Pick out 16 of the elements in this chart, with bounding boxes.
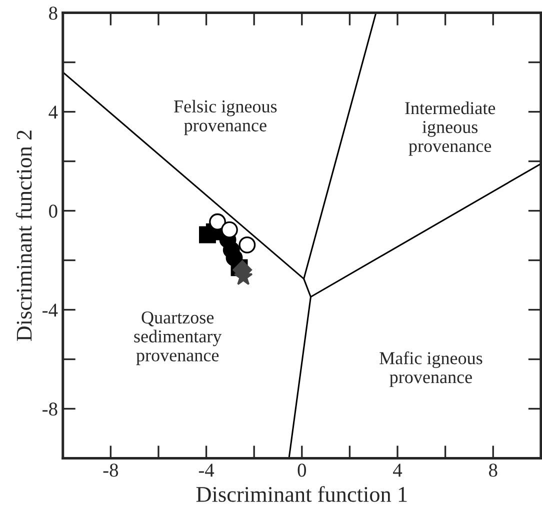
y-tick-label: 8: [49, 6, 58, 20]
x-tick-label: 8: [488, 464, 498, 477]
y-tick-label: 0: [49, 204, 58, 218]
x-tick-label: -4: [198, 464, 214, 477]
y-tick-label: -8: [42, 402, 58, 416]
x-tick-label: 0: [298, 464, 306, 477]
y-tick-label: -4: [42, 304, 58, 317]
annotation: Intermediate igneous provenance: [405, 102, 496, 156]
y-tick-label: 4: [48, 106, 58, 119]
x-axis-title: Discriminant function 1: [196, 486, 407, 502]
annotation: Mafic igneous provenance: [380, 351, 482, 387]
x-tick-label: 4: [393, 464, 402, 477]
y-axis-title: Discriminant function 2: [16, 130, 32, 342]
x-tick-label: -8: [103, 464, 118, 477]
annotation: Quartzose sedimentary provenance: [134, 311, 222, 366]
annotation: Felsic igneous provenance: [174, 100, 277, 136]
